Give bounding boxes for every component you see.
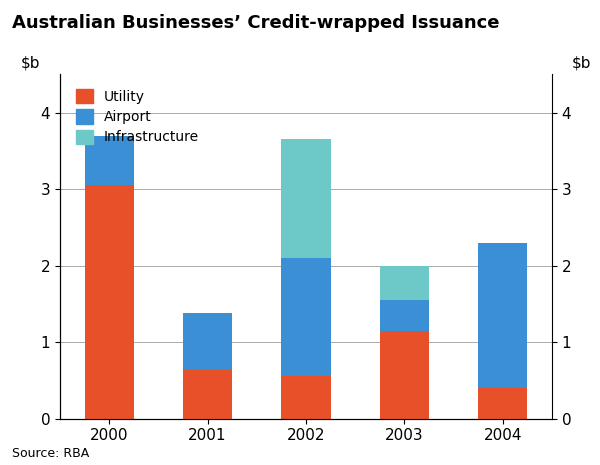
Bar — [380, 266, 429, 300]
Bar — [281, 140, 331, 258]
Bar — [478, 243, 527, 388]
Text: $b: $b — [572, 56, 592, 71]
Text: Source: RBA: Source: RBA — [12, 447, 89, 460]
Text: Australian Businesses’ Credit-wrapped Issuance: Australian Businesses’ Credit-wrapped Is… — [12, 14, 499, 32]
Bar — [281, 258, 331, 377]
Bar — [281, 377, 331, 418]
Bar — [380, 331, 429, 418]
Bar — [183, 313, 232, 370]
Bar — [85, 185, 134, 418]
Bar — [380, 300, 429, 331]
Legend: Utility, Airport, Infrastructure: Utility, Airport, Infrastructure — [72, 85, 203, 149]
Bar — [85, 136, 134, 185]
Bar — [478, 388, 527, 418]
Text: $b: $b — [20, 56, 40, 71]
Bar — [183, 370, 232, 419]
